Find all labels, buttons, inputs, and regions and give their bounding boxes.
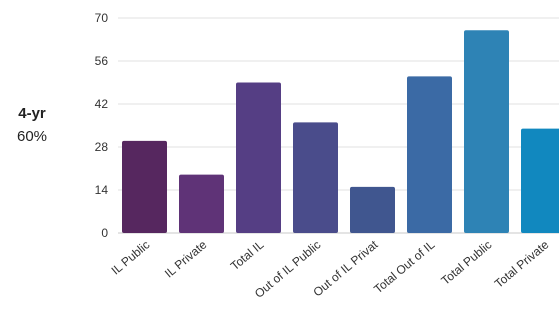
y-tick-label: 14 xyxy=(95,183,109,197)
x-tick-label: IL Public xyxy=(109,238,153,278)
bar-total-out-of-il[interactable] xyxy=(407,76,452,233)
bar-out-of-il-public[interactable] xyxy=(293,122,338,233)
x-tick-label: Total Out of IL xyxy=(371,237,437,296)
bar-out-of-il-privat[interactable] xyxy=(350,186,395,233)
bar-total-il[interactable] xyxy=(236,82,281,234)
bars xyxy=(122,30,559,233)
y-axis-ticks: 0 14 28 42 56 70 xyxy=(95,11,109,240)
side-label-title: 4-yr xyxy=(18,105,46,122)
y-tick-label: 42 xyxy=(95,97,109,111)
bar-total-private[interactable] xyxy=(521,128,559,233)
y-tick-label: 0 xyxy=(101,226,108,240)
x-tick-label: IL Private xyxy=(162,237,210,280)
x-tick-label: Total Private xyxy=(492,237,552,290)
x-tick-label: Total IL xyxy=(228,237,267,273)
bar-il-private[interactable] xyxy=(179,174,224,233)
bar-il-public[interactable] xyxy=(122,140,167,233)
bar-total-public[interactable] xyxy=(464,30,509,233)
x-tick-label: Total Public xyxy=(438,238,494,288)
side-label: 4-yr 60% xyxy=(0,104,64,148)
side-label-subtitle: 60% xyxy=(16,128,48,145)
y-tick-label: 28 xyxy=(95,140,109,154)
y-tick-label: 70 xyxy=(95,11,109,25)
y-tick-label: 56 xyxy=(95,54,109,68)
